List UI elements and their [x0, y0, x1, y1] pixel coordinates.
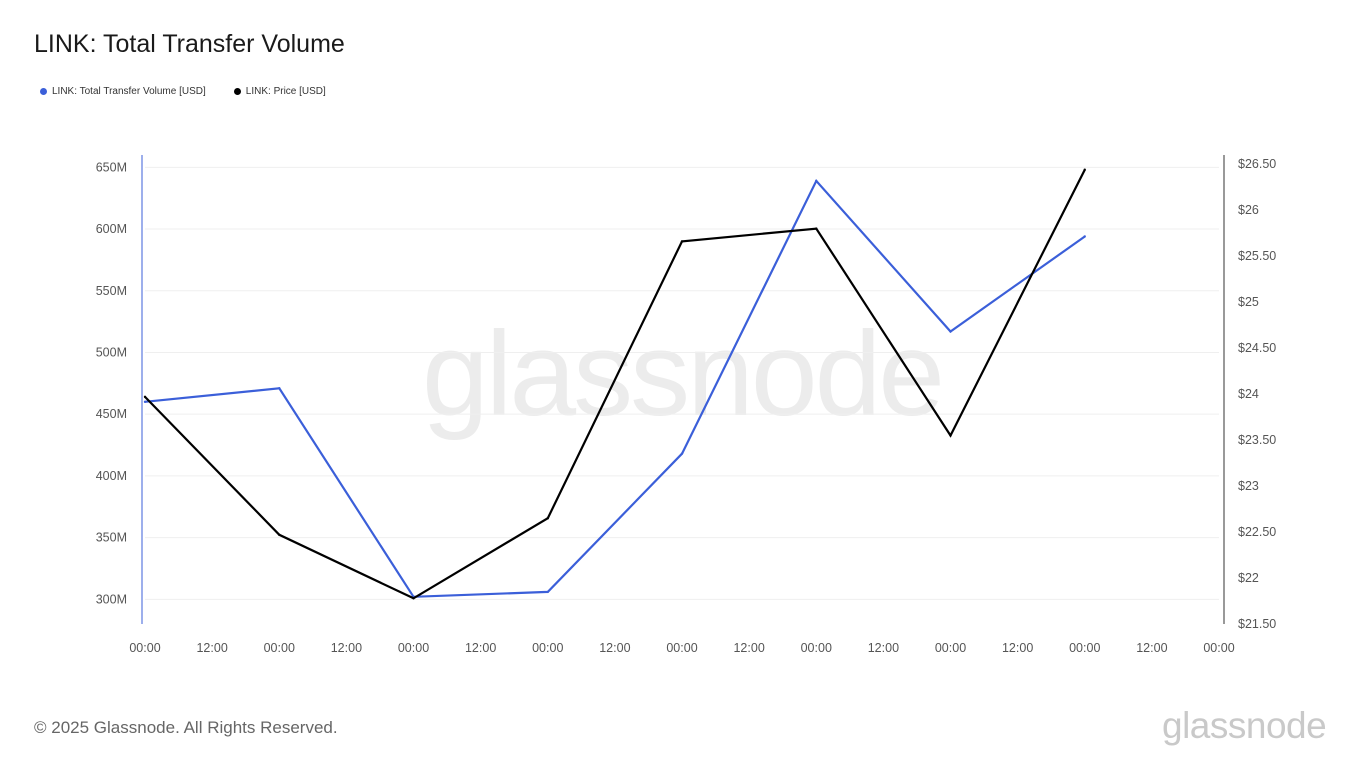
series-line-volume	[144, 178, 1086, 598]
x-tick-label: 00:00	[935, 641, 966, 655]
y-left-tick-label: 650M	[96, 160, 127, 174]
y-left-tick-label: 500M	[96, 345, 127, 359]
y-left-tick-label: 350M	[96, 531, 127, 545]
x-tick-label: 12:00	[465, 641, 496, 655]
x-tick-label: 12:00	[331, 641, 362, 655]
y-right-tick-label: $26	[1238, 203, 1259, 217]
legend: LINK: Total Transfer Volume [USD] LINK: …	[40, 86, 326, 97]
y-right-tick-label: $23.50	[1238, 433, 1276, 447]
data-point-volume	[546, 590, 549, 594]
y-left-tick-label: 550M	[96, 284, 127, 298]
x-tick-label: 00:00	[666, 641, 697, 655]
y-right-tick-label: $22.50	[1238, 525, 1276, 539]
x-tick-label: 00:00	[801, 641, 832, 655]
chart-title: LINK: Total Transfer Volume	[34, 30, 345, 58]
y-left-tick-label: 600M	[96, 222, 127, 236]
y-right-tick-label: $26.50	[1238, 157, 1276, 171]
y-left-tick-label: 400M	[96, 469, 127, 483]
x-tick-label: 12:00	[1002, 641, 1033, 655]
chart-plot: glassnode 300M 350M 400M 450M 500M 550M 600M 65…	[96, 155, 1276, 655]
data-point-price	[546, 517, 549, 520]
data-point-volume	[949, 330, 952, 333]
data-point-volume	[815, 179, 818, 183]
series-line-price	[144, 169, 1086, 600]
legend-dot-price	[233, 88, 241, 95]
legend-item-price[interactable]: LINK: Price [USD]	[233, 86, 326, 97]
x-tick-label: 12:00	[868, 641, 899, 655]
data-point-price	[278, 533, 281, 536]
x-tick-label: 12:00	[599, 641, 630, 655]
x-tick-label: 00:00	[532, 641, 563, 655]
data-point-volume	[278, 387, 281, 390]
x-tick-label: 00:00	[1069, 641, 1100, 655]
x-tick-label: 00:00	[1203, 641, 1234, 655]
data-point-volume	[680, 452, 684, 455]
data-point-price	[1083, 168, 1086, 171]
legend-label-volume: LINK: Total Transfer Volume [USD]	[52, 86, 206, 97]
series-layer	[143, 168, 1086, 600]
data-point-price	[143, 395, 147, 399]
y-right-tick-label: $25.50	[1238, 249, 1276, 263]
data-point-price	[949, 434, 952, 437]
x-tick-label: 12:00	[1136, 641, 1167, 655]
y-right-tick-label: $25	[1238, 295, 1259, 309]
legend-label-price: LINK: Price [USD]	[245, 86, 326, 97]
copyright-text: © 2025 Glassnode. All Rights Reserved.	[34, 718, 338, 737]
y-right-tick-label: $24.50	[1238, 341, 1276, 355]
y-right-tick-label: $24	[1238, 387, 1259, 401]
grid-layer	[145, 166, 1219, 600]
x-tick-label: 12:00	[733, 641, 764, 655]
legend-dot-volume	[40, 88, 47, 95]
data-point-price	[412, 597, 415, 600]
data-point-price	[680, 240, 684, 243]
y-left-tick-label: 300M	[96, 592, 127, 606]
y-right-tick-label: $21.50	[1238, 617, 1276, 631]
x-tick-label: 00:00	[264, 641, 295, 655]
data-point-volume	[143, 400, 147, 404]
x-tick-label: 00:00	[398, 641, 429, 655]
data-point-volume	[1083, 235, 1086, 238]
watermark: glassnode	[422, 307, 942, 441]
x-tick-label: 00:00	[129, 641, 160, 655]
axis-layer: 300M 350M 400M 450M 500M 550M 600M 650M $21.50 $2…	[96, 155, 1276, 655]
y-right-tick-label: $23	[1238, 479, 1259, 493]
data-point-price	[815, 227, 818, 230]
brand-logo[interactable]: glassnode	[1162, 705, 1327, 746]
x-tick-label: 12:00	[196, 641, 227, 655]
legend-item-volume[interactable]: LINK: Total Transfer Volume [USD]	[40, 86, 206, 97]
y-right-tick-label: $22	[1238, 571, 1259, 585]
y-left-tick-label: 450M	[96, 407, 127, 421]
